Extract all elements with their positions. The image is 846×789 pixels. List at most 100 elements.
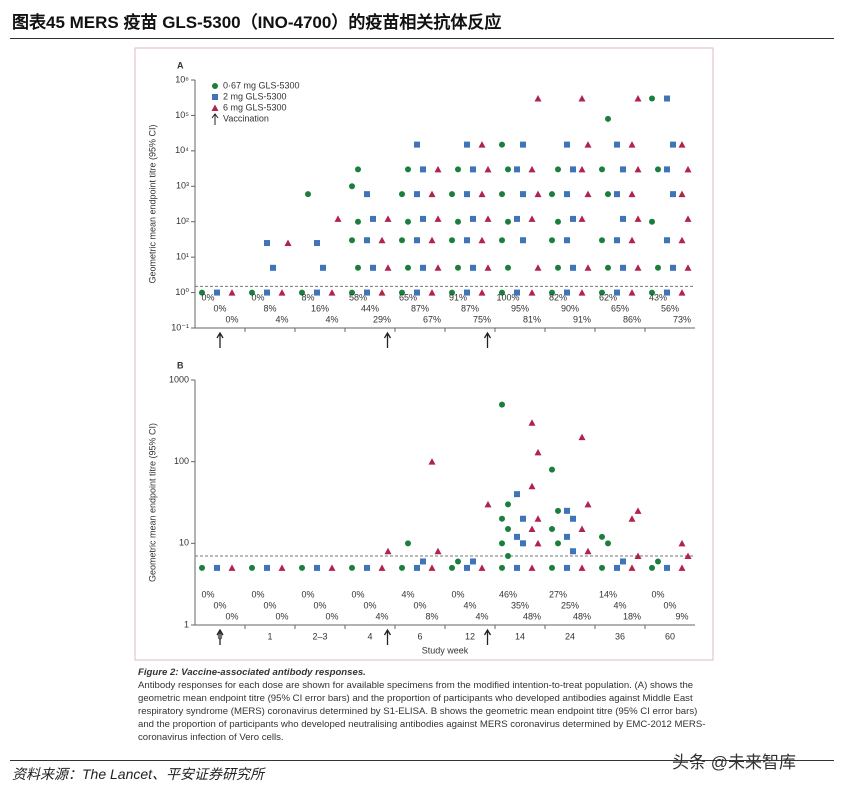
data-point [534,515,542,522]
data-point [449,564,455,571]
y-tick-label: 1000 [169,374,189,384]
data-point [399,237,405,244]
legend-marker [212,83,218,89]
percent-label: 81% [523,314,541,324]
data-point [578,433,586,441]
data-point [455,218,461,225]
data-point [549,466,555,473]
data-point [449,191,455,198]
data-point [549,289,555,296]
x-tick-label: 6 [417,631,422,641]
rule [10,38,834,39]
percent-label: 25% [561,600,579,610]
data-point [484,165,492,173]
data-point [414,564,420,571]
data-point [564,564,570,571]
data-point [578,165,586,173]
y-tick-label: 10⁶ [175,74,189,84]
data-point [649,95,655,102]
legend-label: 2 mg GLS-5300 [223,91,287,101]
data-point [470,558,476,565]
data-point [620,558,626,565]
y-tick-label: 10⁻¹ [171,322,189,332]
caption-title: Figure 2: Vaccine-associated antibody re… [138,667,366,678]
data-point [455,166,461,173]
data-point [428,289,436,296]
percent-label: 91% [449,292,467,302]
data-point [620,166,626,173]
data-point [599,166,605,173]
percent-label: 0% [213,600,226,610]
data-point [455,558,461,565]
data-point [470,166,476,173]
data-point [264,240,270,247]
percent-label: 87% [411,303,429,313]
data-point [328,564,336,571]
percent-label: 8% [425,611,438,621]
data-point [599,564,605,571]
data-point [584,141,592,148]
data-point [655,166,661,173]
percent-label: 4% [275,314,288,324]
data-point [384,547,392,555]
percent-label: 9% [675,611,688,621]
percent-label: 73% [673,314,691,324]
vaccination-arrow [383,331,392,348]
data-point [514,289,520,296]
data-point [470,264,476,271]
data-point [349,183,355,190]
data-point [570,548,576,555]
data-point [284,239,292,247]
percent-label: 95% [511,303,529,313]
data-point [584,190,592,198]
data-point [199,289,205,296]
data-point [428,564,436,571]
legend-marker [212,94,218,100]
data-point [278,564,286,571]
percent-label: 48% [523,611,541,621]
data-point [628,515,636,522]
data-point [328,289,336,296]
percent-label: 0% [225,314,238,324]
data-point [455,264,461,271]
data-point [564,533,570,540]
data-point [634,507,642,514]
data-point [478,141,486,148]
data-point [670,141,676,148]
data-point [520,191,526,198]
data-point [514,215,520,222]
data-point [499,141,505,148]
data-point [499,401,505,408]
percent-label: 0% [663,600,676,610]
data-point [664,166,670,173]
vaccination-arrow [383,628,392,645]
data-point [678,564,686,571]
data-point [605,115,611,122]
data-point [314,240,320,247]
data-point [605,264,611,271]
y-tick-label: 10² [176,216,189,226]
data-point [414,289,420,296]
data-point [549,564,555,571]
data-point [528,525,536,532]
header-title: 图表45 MERS 疫苗 GLS-5300（INO-4700）的疫苗相关抗体反应 [12,13,502,32]
percent-label: 90% [561,303,579,313]
data-point [570,166,576,173]
data-point [584,264,592,271]
data-point [614,564,620,571]
data-point [199,564,205,571]
y-tick-label: 10¹ [176,252,189,262]
data-point [514,491,520,498]
x-tick-label: 60 [665,631,675,641]
percent-label: 35% [511,600,529,610]
data-point [299,564,305,571]
data-point [570,264,576,271]
data-point [564,507,570,514]
x-tick-label: 36 [615,631,625,641]
percent-label: 91% [573,314,591,324]
data-point [628,141,636,148]
percent-label: 0% [213,303,226,313]
percent-label: 0% [263,600,276,610]
legend-arrow [211,113,219,125]
